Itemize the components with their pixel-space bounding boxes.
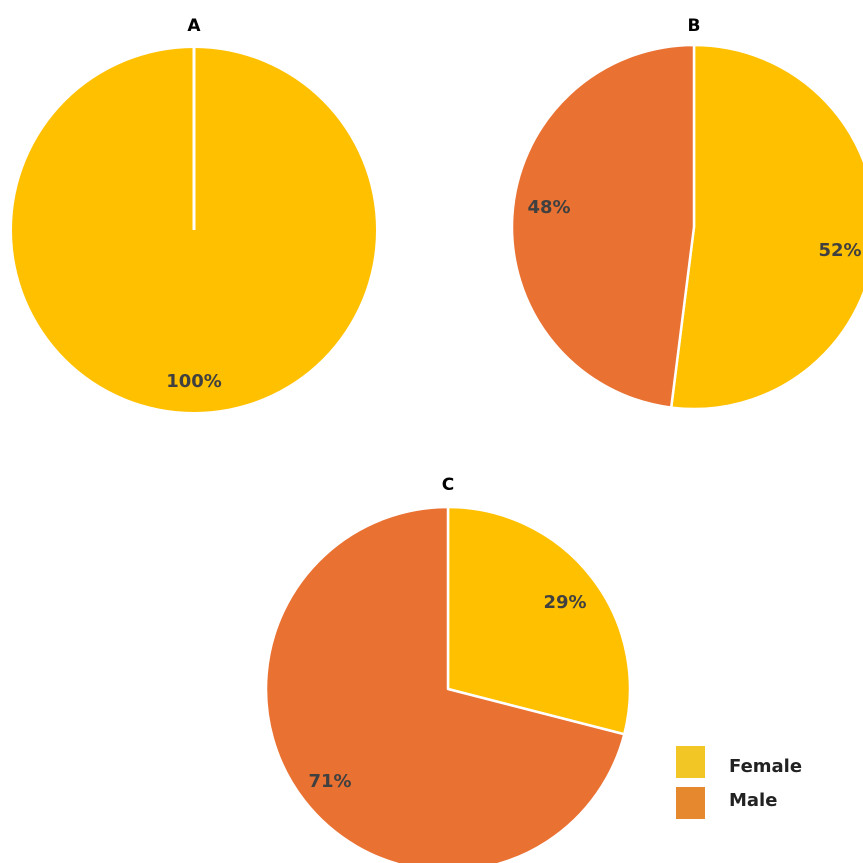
slice-label-c-male: 71%	[308, 771, 351, 792]
pie-slice-c-male	[264, 505, 626, 863]
pie-slice-b-female	[669, 43, 863, 411]
legend-swatch-female	[676, 746, 705, 778]
legend-label-male: Male	[729, 790, 777, 811]
pie-slice-c-female	[446, 505, 632, 736]
slice-label-b-female: 52%	[818, 240, 861, 261]
legend: Female Male	[676, 746, 802, 819]
legend-label-female: Female	[729, 756, 802, 777]
pie-chart-a: A 100%	[12, 16, 376, 412]
slice-label-a-female: 100%	[166, 371, 222, 392]
legend-swatch-male	[676, 787, 705, 819]
chart-title-a: A	[187, 16, 201, 36]
pie-chart-b: B 52% 48%	[510, 16, 863, 411]
pie-chart-c: C 29% 71%	[264, 475, 632, 863]
slice-label-b-male: 48%	[527, 197, 570, 218]
pie-slice-b-male	[510, 43, 696, 409]
slice-label-c-female: 29%	[543, 592, 586, 613]
chart-title-b: B	[688, 16, 701, 36]
chart-title-c: C	[442, 475, 454, 495]
